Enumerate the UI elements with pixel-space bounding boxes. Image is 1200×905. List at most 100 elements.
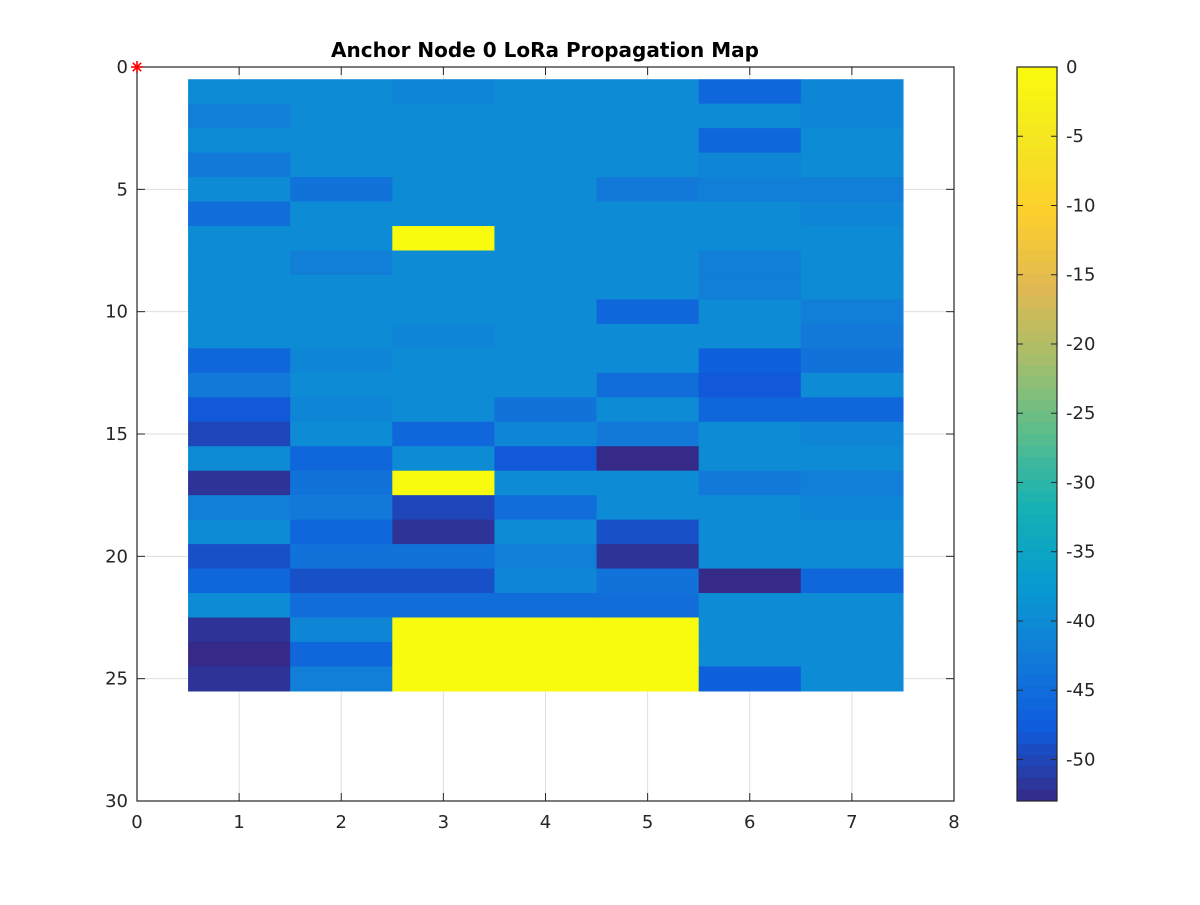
colorbar-segment xyxy=(1017,147,1057,160)
heatmap-cell xyxy=(494,323,598,349)
colorbar-segment xyxy=(1017,686,1057,699)
heatmap-cell xyxy=(392,666,496,692)
heatmap-cell xyxy=(188,201,291,227)
heatmap-cell xyxy=(800,666,904,692)
heatmap-cell xyxy=(290,568,393,594)
y-tick-label: 10 xyxy=(105,302,128,323)
heatmap-cell xyxy=(698,299,802,325)
heatmap-cell xyxy=(392,152,496,178)
heatmap-cell xyxy=(698,348,802,374)
heatmap-cell xyxy=(596,103,700,129)
heatmap-cell xyxy=(596,323,700,349)
heatmap-cell xyxy=(800,79,904,105)
y-tick-label: 0 xyxy=(117,57,128,78)
colorbar-segment xyxy=(1017,778,1057,791)
colorbar-segment xyxy=(1017,216,1057,229)
heatmap-cell xyxy=(188,470,291,496)
heatmap-cell xyxy=(290,128,393,154)
y-tick-label: 30 xyxy=(105,791,128,812)
heatmap-cell xyxy=(290,226,393,252)
heatmap-cell xyxy=(392,226,496,252)
heatmap-cell xyxy=(698,470,802,496)
heatmap-cell xyxy=(494,397,598,423)
x-tick-label: 2 xyxy=(336,812,347,833)
colorbar-segment xyxy=(1017,548,1057,561)
heatmap-cell xyxy=(290,593,393,619)
plot-area: 0 1 2 3 4 5 6 7 8 0 5 10 15 20 25 30 xyxy=(105,57,960,833)
heatmap-cell xyxy=(800,568,904,594)
colorbar-segment xyxy=(1017,135,1057,148)
heatmap-cell xyxy=(188,495,291,521)
colorbar-tick-label: -25 xyxy=(1066,403,1095,424)
colorbar-segment xyxy=(1017,491,1057,504)
colorbar-segment xyxy=(1017,766,1057,779)
heatmap-cell xyxy=(596,128,700,154)
colorbar-segment xyxy=(1017,697,1057,710)
colorbar-segment xyxy=(1017,571,1057,584)
heatmap-cell xyxy=(494,103,598,129)
heatmap-cell xyxy=(188,152,291,178)
heatmap-cell xyxy=(596,495,700,521)
colorbar-segment xyxy=(1017,273,1057,286)
heatmap-cell xyxy=(800,495,904,521)
colorbar-segment xyxy=(1017,353,1057,366)
heatmap-cell xyxy=(392,103,496,129)
colorbar-segment xyxy=(1017,342,1057,355)
heatmap-cell xyxy=(188,128,291,154)
heatmap-cell xyxy=(800,128,904,154)
heatmap-cell xyxy=(392,421,496,447)
heatmap-cell xyxy=(596,250,700,276)
colorbar-segment xyxy=(1017,170,1057,183)
heatmap-cell xyxy=(698,495,802,521)
heatmap-cell xyxy=(188,103,291,129)
heatmap-cell xyxy=(290,666,393,692)
colorbar-segment xyxy=(1017,755,1057,768)
colorbar-segment xyxy=(1017,583,1057,596)
colorbar-tick-label: -30 xyxy=(1066,472,1095,493)
heatmap-cell xyxy=(596,446,700,472)
heatmap-cell xyxy=(494,128,598,154)
heatmap-cell xyxy=(698,226,802,252)
colorbar-tick-label: -40 xyxy=(1066,611,1095,632)
heatmap-cell xyxy=(494,421,598,447)
x-tick-label: 3 xyxy=(438,812,449,833)
colorbar-segment xyxy=(1017,732,1057,745)
heatmap-cell xyxy=(800,299,904,325)
heatmap-cell xyxy=(596,568,700,594)
heatmap-cell xyxy=(392,372,496,398)
colorbar-segment xyxy=(1017,250,1057,263)
heatmap-cell xyxy=(188,250,291,276)
heatmap-cell xyxy=(494,152,598,178)
heatmap-cell xyxy=(494,79,598,105)
colorbar-tick-label: -45 xyxy=(1066,680,1095,701)
heatmap-cell xyxy=(596,177,700,203)
x-tick-label: 6 xyxy=(744,812,755,833)
heatmap-cell xyxy=(188,617,291,643)
colorbar-segment xyxy=(1017,307,1057,320)
heatmap-cell xyxy=(188,666,291,692)
heatmap-cell xyxy=(290,201,393,227)
heatmap-cell xyxy=(188,299,291,325)
colorbar-segment xyxy=(1017,101,1057,114)
heatmap-cell xyxy=(392,348,496,374)
heatmap-cell xyxy=(698,274,802,301)
colorbar-segment xyxy=(1017,388,1057,401)
colorbar-tick-label: -5 xyxy=(1066,126,1084,147)
colorbar-segment xyxy=(1017,709,1057,722)
heatmap-cell xyxy=(392,470,496,496)
heatmap-cell xyxy=(188,593,291,619)
heatmap-cell xyxy=(290,79,393,105)
heatmap-cell xyxy=(494,177,598,203)
x-tick-label: 0 xyxy=(131,812,142,833)
heatmap-cell xyxy=(494,568,598,594)
colorbar-segment xyxy=(1017,261,1057,274)
heatmap-cell xyxy=(800,372,904,398)
heatmap-cell xyxy=(800,470,904,496)
heatmap-cell xyxy=(290,641,393,668)
colorbar-segment xyxy=(1017,89,1057,102)
heatmap-cell xyxy=(392,274,496,301)
colorbar-segment xyxy=(1017,617,1057,630)
heatmap-cell xyxy=(494,519,598,545)
heatmap-cell xyxy=(596,226,700,252)
heatmap-cell xyxy=(596,617,700,643)
